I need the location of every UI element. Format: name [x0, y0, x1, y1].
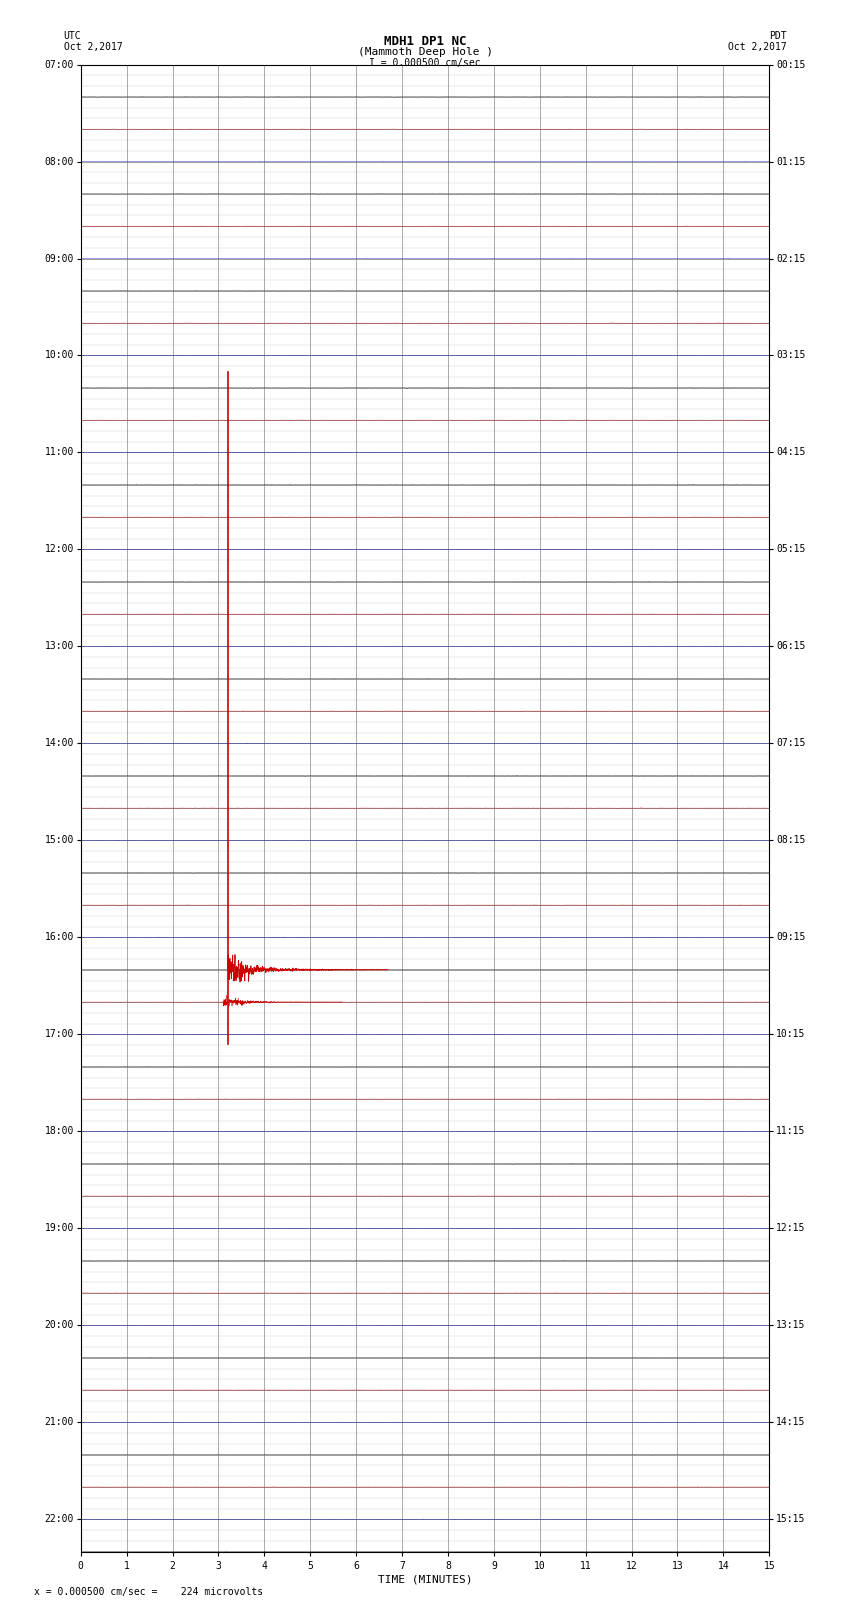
Text: x = 0.000500 cm/sec =    224 microvolts: x = 0.000500 cm/sec = 224 microvolts [34, 1587, 264, 1597]
Text: MDH1 DP1 NC: MDH1 DP1 NC [383, 35, 467, 48]
Text: Oct 2,2017: Oct 2,2017 [728, 42, 786, 52]
Text: (Mammoth Deep Hole ): (Mammoth Deep Hole ) [358, 47, 492, 56]
Text: PDT: PDT [768, 31, 786, 40]
Text: Oct 2,2017: Oct 2,2017 [64, 42, 122, 52]
Text: UTC: UTC [64, 31, 82, 40]
X-axis label: TIME (MINUTES): TIME (MINUTES) [377, 1574, 473, 1586]
Text: I = 0.000500 cm/sec: I = 0.000500 cm/sec [369, 58, 481, 68]
